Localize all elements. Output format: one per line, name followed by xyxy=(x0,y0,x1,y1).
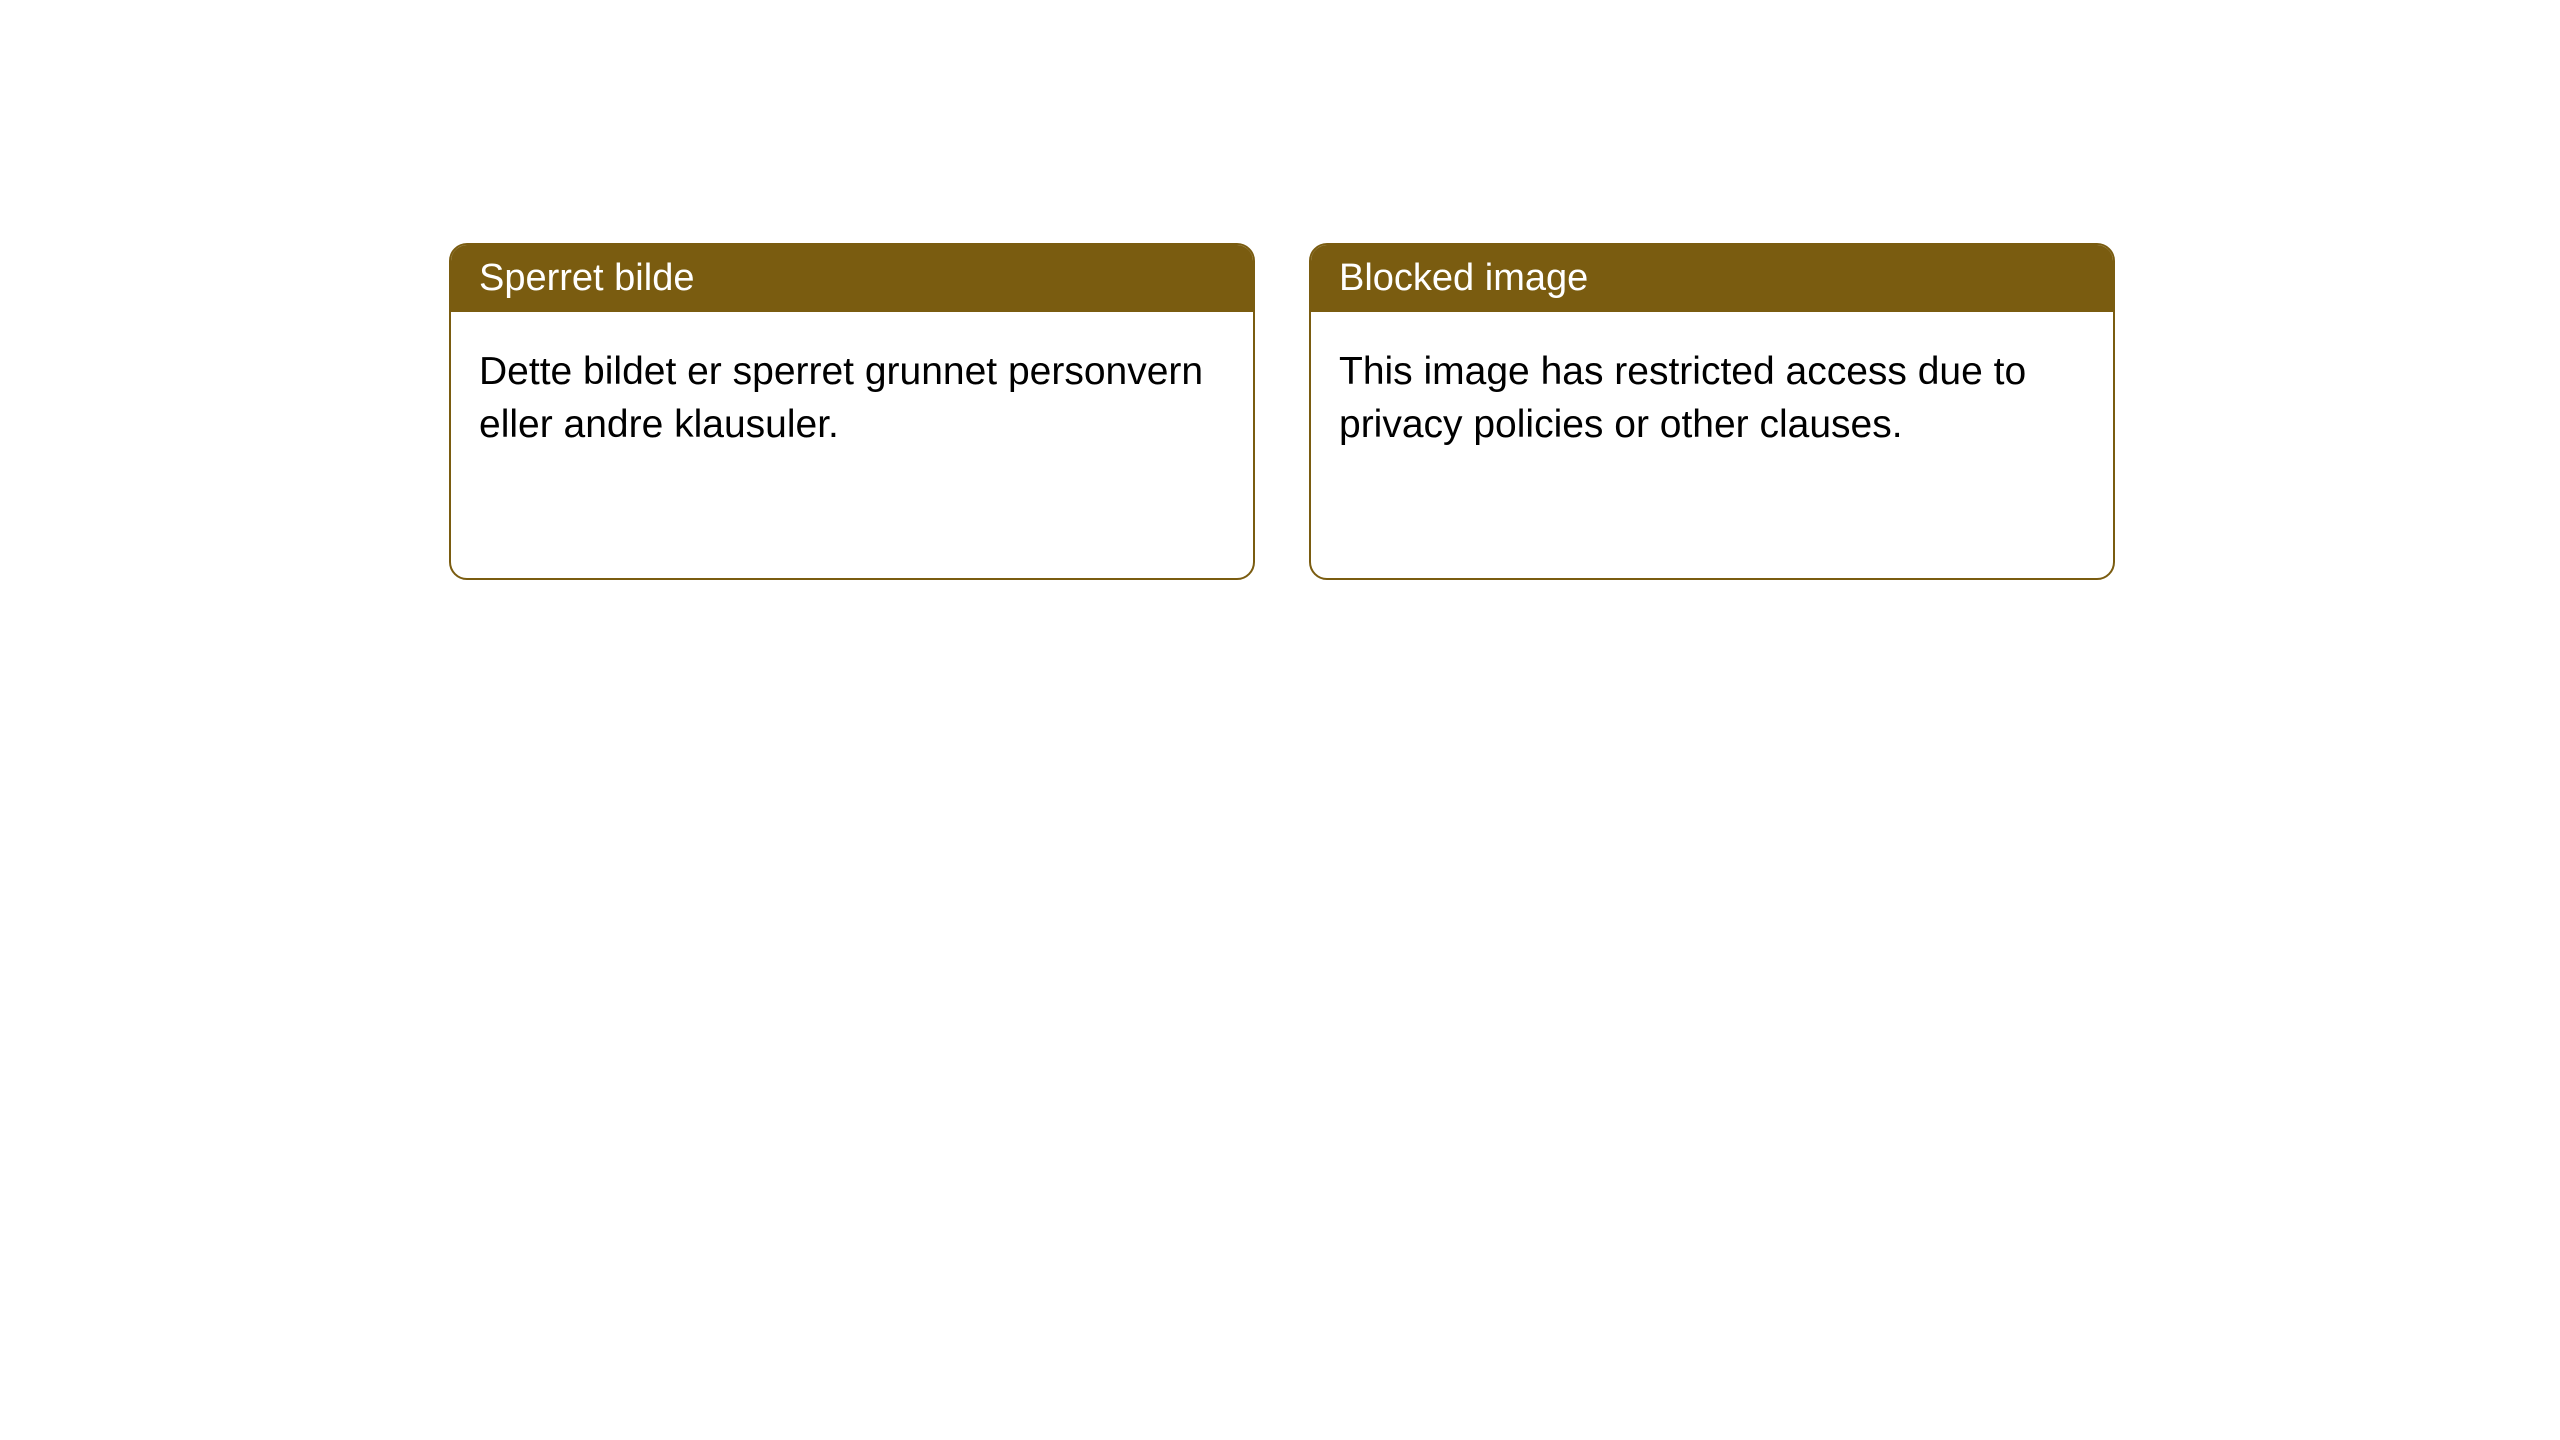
notice-header: Blocked image xyxy=(1311,245,2113,312)
notice-container: Sperret bilde Dette bildet er sperret gr… xyxy=(449,243,2115,580)
notice-body: Dette bildet er sperret grunnet personve… xyxy=(451,312,1253,485)
notice-body: This image has restricted access due to … xyxy=(1311,312,2113,485)
notice-card-norwegian: Sperret bilde Dette bildet er sperret gr… xyxy=(449,243,1255,580)
notice-header: Sperret bilde xyxy=(451,245,1253,312)
notice-card-english: Blocked image This image has restricted … xyxy=(1309,243,2115,580)
